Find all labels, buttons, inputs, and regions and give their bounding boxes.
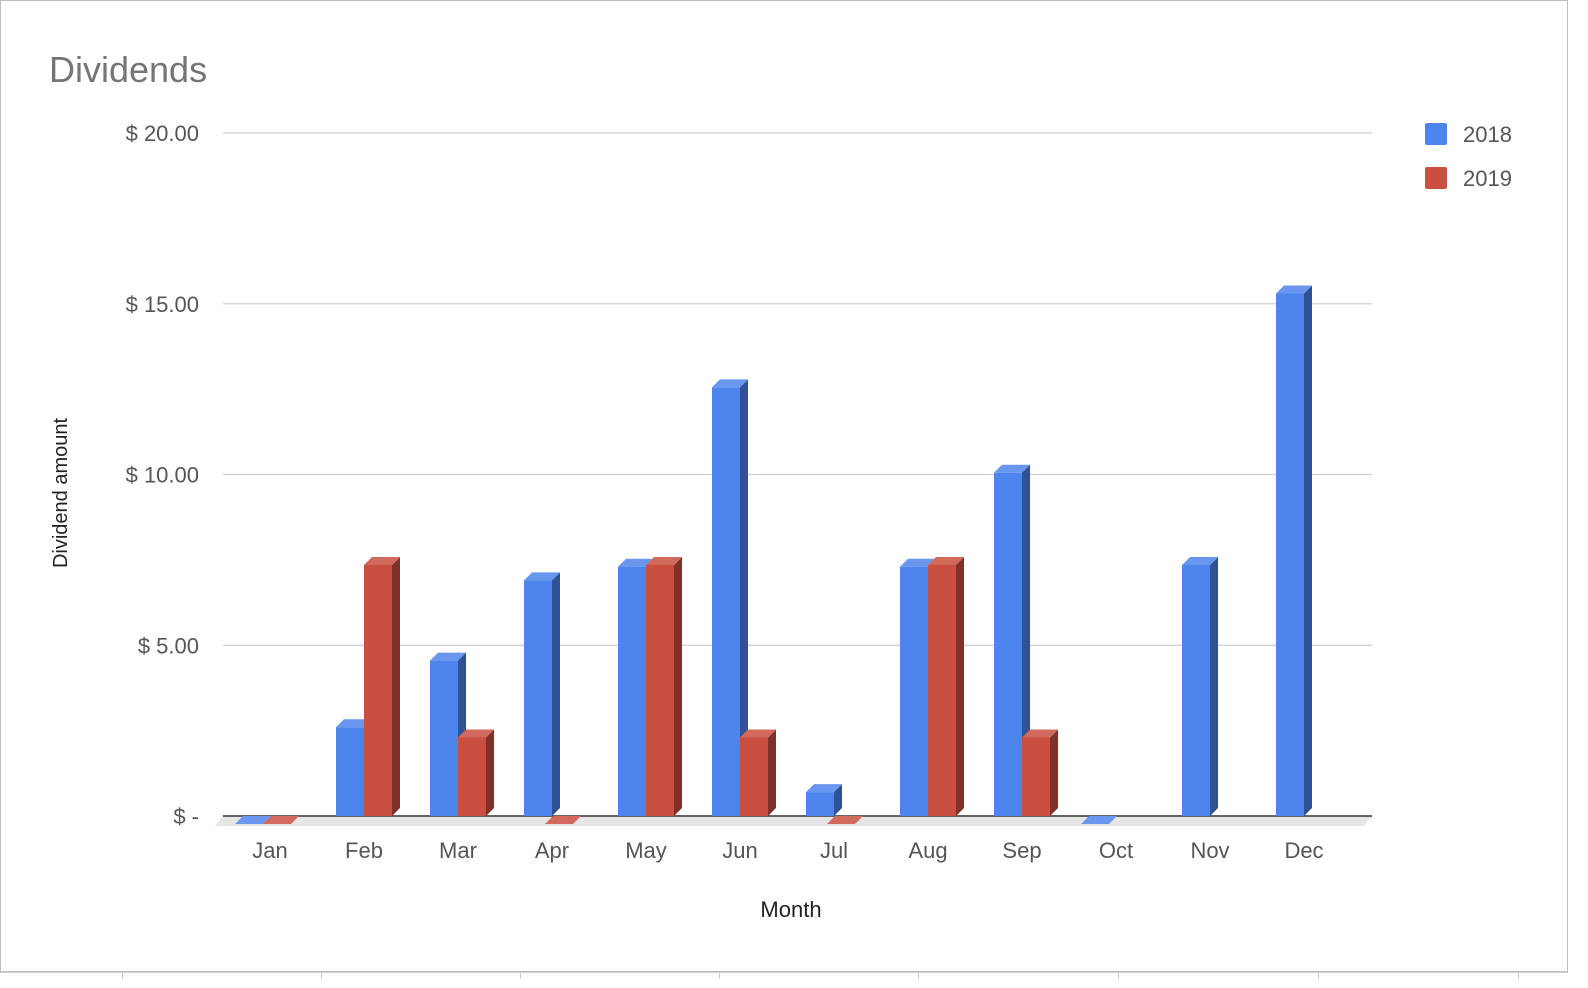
x-tick-label-Dec: Dec xyxy=(1284,838,1323,863)
x-axis-label: Month xyxy=(760,897,821,922)
bar-2019-Jul xyxy=(827,816,863,824)
x-tick-label-Mar: Mar xyxy=(439,838,477,863)
chart-container: Dividends $ - $ 5.00 $ 10.00 $ 15.00 $ 20.00… xyxy=(0,0,1568,972)
ruler-tick xyxy=(321,973,322,979)
bar-2018-Oct xyxy=(1081,816,1117,824)
chart-title: Dividends xyxy=(49,49,207,90)
bar-2019-Apr xyxy=(545,816,581,824)
y-tick-label: $ 20.00 xyxy=(126,121,199,146)
ruler-tick xyxy=(122,973,123,979)
bar-2018-Jan xyxy=(235,816,271,824)
gridlines xyxy=(223,132,1372,646)
bar-2019-Sep xyxy=(1022,729,1058,816)
x-tick-label-Oct: Oct xyxy=(1099,838,1133,863)
bar-2019-Mar xyxy=(458,729,494,816)
legend-label-2019: 2019 xyxy=(1463,166,1512,191)
chart-floor xyxy=(215,815,1372,826)
ruler-tick xyxy=(1118,973,1119,979)
bar-2018-Sep xyxy=(994,464,1030,816)
x-tick-label-Aug: Aug xyxy=(908,838,947,863)
bar-2018-Jul xyxy=(806,784,842,816)
y-tick-label: $ 15.00 xyxy=(126,292,199,317)
bar-2018-Nov xyxy=(1182,556,1218,816)
bar-2018-Apr xyxy=(524,572,560,816)
legend-swatch-2018 xyxy=(1425,123,1447,145)
bar-2018-Jun xyxy=(712,379,748,816)
bar-2019-Jun xyxy=(740,729,776,816)
ruler-tick xyxy=(520,973,521,979)
x-axis-ticks: Jan Feb Mar Apr May Jun Jul Aug Sep Oct Nov Dec xyxy=(252,838,1323,863)
ruler-tick xyxy=(1518,973,1519,979)
x-tick-label-Jul: Jul xyxy=(820,838,848,863)
y-axis-label: Dividend amount xyxy=(50,418,72,569)
legend-swatch-2019 xyxy=(1425,167,1447,189)
ruler-tick xyxy=(918,973,919,979)
legend: 2018 2019 xyxy=(1425,122,1512,191)
y-axis-ticks: $ - $ 5.00 $ 10.00 $ 15.00 $ 20.00 xyxy=(126,121,199,829)
x-tick-label-Sep: Sep xyxy=(1002,838,1041,863)
x-tick-label-Jun: Jun xyxy=(722,838,757,863)
chart-svg: Dividends $ - $ 5.00 $ 10.00 $ 15.00 $ 20.00… xyxy=(49,49,1512,922)
legend-label-2018: 2018 xyxy=(1463,122,1512,147)
y-tick-label: $ - xyxy=(173,804,199,829)
x-tick-label-Feb: Feb xyxy=(345,838,383,863)
floor-plane xyxy=(215,816,1372,826)
bar-2019-Feb xyxy=(364,556,400,816)
bar-2019-May xyxy=(646,556,682,816)
ruler-tick xyxy=(719,973,720,979)
bars-group xyxy=(235,285,1312,824)
x-tick-label-May: May xyxy=(625,838,667,863)
bar-2019-Aug xyxy=(928,556,964,816)
x-tick-label-Jan: Jan xyxy=(252,838,287,863)
bar-2019-Jan xyxy=(263,816,299,824)
x-tick-label-Apr: Apr xyxy=(535,838,569,863)
y-tick-label: $ 5.00 xyxy=(138,633,199,658)
ruler-tick xyxy=(1318,973,1319,979)
x-tick-label-Nov: Nov xyxy=(1190,838,1229,863)
bar-2018-Dec xyxy=(1276,285,1312,816)
y-tick-label: $ 10.00 xyxy=(126,463,199,488)
bottom-ruler xyxy=(0,972,1568,988)
